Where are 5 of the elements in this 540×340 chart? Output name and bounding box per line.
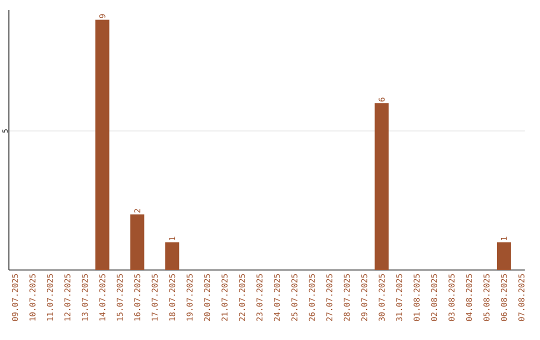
bar (95, 20, 110, 270)
bar (496, 242, 511, 270)
bar (130, 214, 144, 270)
bar (165, 242, 180, 270)
bar (374, 103, 389, 270)
